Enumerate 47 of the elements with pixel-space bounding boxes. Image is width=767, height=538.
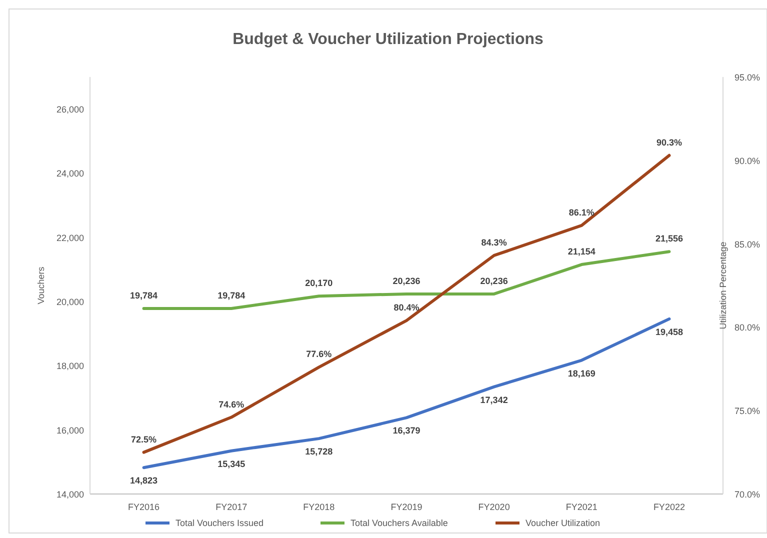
y2-axis-title: Utilization Percentage <box>718 242 728 330</box>
y-tick-label: 26,000 <box>56 104 84 115</box>
data-label: 90.3% <box>656 137 682 148</box>
y2-tick-label: 70.0% <box>734 490 760 500</box>
legend-label: Voucher Utilization <box>526 518 600 528</box>
data-label: 14,823 <box>130 476 158 486</box>
x-tick-label: FY2017 <box>216 502 248 512</box>
y2-tick-label: 90.0% <box>734 156 760 166</box>
x-tick-label: FY2020 <box>478 502 510 512</box>
data-label: 20,236 <box>480 276 508 286</box>
x-tick-label: FY2018 <box>303 502 335 512</box>
data-label: 21,154 <box>568 246 596 257</box>
y-tick-label: 18,000 <box>56 361 84 372</box>
legend-label: Total Vouchers Available <box>350 518 448 528</box>
data-label: 19,784 <box>130 290 158 300</box>
data-label: 16,379 <box>392 426 420 436</box>
data-label: 80.4% <box>394 302 420 313</box>
y-tick-label: 20,000 <box>56 297 84 308</box>
data-label: 21,556 <box>655 234 683 244</box>
chart-title: Budget & Voucher Utilization Projections <box>232 31 544 48</box>
data-label: 18,169 <box>568 368 596 378</box>
data-label: 15,345 <box>218 458 246 469</box>
data-label: 20,170 <box>305 278 333 288</box>
y2-tick-label: 75.0% <box>734 406 760 416</box>
y-tick-label: 22,000 <box>56 232 84 243</box>
x-tick-label: FY2021 <box>566 502 598 512</box>
data-label: 19,784 <box>218 290 246 300</box>
data-label: 20,236 <box>392 276 420 286</box>
y2-tick-label: 85.0% <box>734 239 760 250</box>
data-label: 15,728 <box>305 446 333 457</box>
y2-tick-label: 95.0% <box>734 72 760 82</box>
data-label: 19,458 <box>655 326 683 337</box>
y-tick-label: 24,000 <box>56 168 84 179</box>
legend-label: Total Vouchers Issued <box>176 518 264 528</box>
y2-tick-label: 80.0% <box>734 322 760 333</box>
data-label: 84.3% <box>481 237 507 248</box>
data-label: 77.6% <box>306 349 332 360</box>
data-label: 72.5% <box>131 434 157 444</box>
x-tick-label: FY2019 <box>390 502 422 512</box>
y-tick-label: 16,000 <box>56 425 84 436</box>
y-tick-label: 14,000 <box>56 490 84 500</box>
data-label: 74.6% <box>218 399 244 410</box>
y-axis-title: Vouchers <box>36 266 46 304</box>
x-tick-label: FY2016 <box>128 502 160 512</box>
data-label: 86.1% <box>568 207 594 218</box>
data-label: 17,342 <box>480 394 508 405</box>
x-tick-label: FY2022 <box>653 502 685 512</box>
